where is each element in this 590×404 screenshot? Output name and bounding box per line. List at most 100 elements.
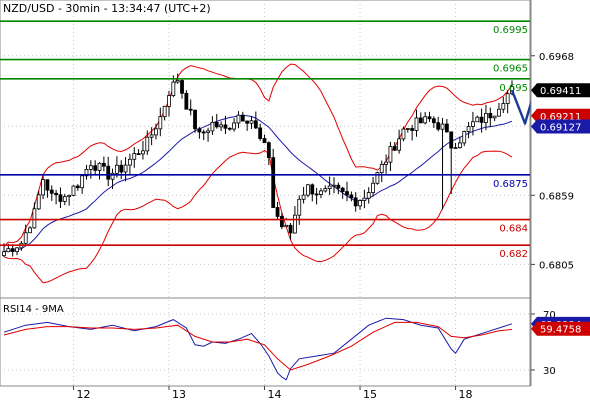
candle-body bbox=[397, 138, 402, 151]
candle-body bbox=[319, 190, 323, 195]
bollinger-lower bbox=[3, 149, 513, 284]
candle-body bbox=[145, 136, 150, 152]
candle-body bbox=[184, 92, 189, 110]
candle-body bbox=[440, 123, 445, 130]
bollinger-bands bbox=[3, 63, 513, 284]
time-tick-label: 13 bbox=[172, 388, 186, 400]
candle-body bbox=[206, 130, 210, 133]
candle-body bbox=[353, 197, 358, 207]
ma-line bbox=[3, 114, 513, 253]
candle-body bbox=[405, 128, 410, 130]
candle-body bbox=[15, 247, 19, 252]
price-levels: 0.6995 0.6965 0.695 0.6875 0.684 0.682 bbox=[0, 20, 530, 260]
candle-body bbox=[288, 224, 293, 234]
candle-body bbox=[101, 162, 106, 167]
price-tag-bollinger-label: 0.69211 bbox=[540, 112, 581, 123]
candle-body bbox=[449, 131, 454, 149]
rsi-tick-label: 30 bbox=[543, 366, 556, 377]
candle-body bbox=[93, 165, 98, 171]
candle-body bbox=[67, 194, 72, 197]
candle-body bbox=[171, 81, 176, 96]
candle-body bbox=[314, 193, 319, 196]
candle-body bbox=[10, 248, 15, 252]
candle-body bbox=[227, 127, 232, 130]
candle-body bbox=[106, 165, 111, 180]
candle-body bbox=[258, 127, 263, 139]
candle-body bbox=[462, 131, 467, 144]
candle-body bbox=[479, 116, 484, 123]
candle-body bbox=[323, 188, 328, 192]
candle-body bbox=[266, 142, 271, 159]
candle-body bbox=[110, 172, 115, 180]
candle-body bbox=[262, 138, 267, 144]
price-tag-last-box bbox=[531, 83, 590, 98]
candle-body bbox=[2, 251, 6, 256]
candle-body bbox=[188, 108, 193, 111]
candle-body bbox=[36, 194, 41, 210]
candle-body bbox=[349, 194, 354, 199]
candle-body bbox=[279, 216, 284, 228]
candle-body bbox=[475, 116, 480, 123]
candle-body bbox=[236, 114, 241, 124]
candle-body bbox=[414, 117, 419, 131]
candle-body bbox=[366, 192, 371, 199]
rsi-tag-ma-label: 59.4758 bbox=[540, 325, 581, 336]
candle-body bbox=[410, 128, 415, 131]
candle-body bbox=[28, 227, 32, 234]
price-tick-label: 0.6805 bbox=[539, 260, 574, 271]
candle-body bbox=[392, 146, 397, 151]
level-label-0.6875: 0.6875 bbox=[493, 179, 528, 190]
level-label-0.695: 0.695 bbox=[499, 83, 528, 94]
candle-body bbox=[332, 184, 336, 187]
candle-body bbox=[362, 197, 367, 201]
candle-body bbox=[275, 207, 280, 217]
candle-body bbox=[253, 120, 258, 129]
time-axis: 12 13 14 15 18 bbox=[0, 385, 530, 401]
candle-body bbox=[210, 122, 215, 132]
candle-body bbox=[41, 179, 45, 196]
price-tag-bollinger-box bbox=[531, 108, 590, 123]
candle-body bbox=[62, 196, 67, 202]
candle-body bbox=[301, 194, 306, 200]
candle-body bbox=[488, 112, 493, 119]
candle-body bbox=[158, 116, 163, 130]
candle-body bbox=[306, 184, 310, 196]
candle-body bbox=[384, 161, 388, 165]
candle-body bbox=[123, 164, 128, 173]
candle-body bbox=[149, 134, 154, 138]
candle-body bbox=[136, 153, 141, 156]
price-tick-label: 0.6968 bbox=[539, 52, 574, 63]
candle-body bbox=[114, 164, 119, 174]
candle-body bbox=[492, 115, 497, 119]
moving-average bbox=[3, 114, 513, 253]
level-label-0.684: 0.684 bbox=[499, 224, 528, 235]
level-label-0.682: 0.682 bbox=[499, 249, 528, 260]
candle-body bbox=[401, 128, 406, 140]
candle-body bbox=[297, 198, 302, 216]
bollinger-upper bbox=[3, 63, 513, 247]
candle-body bbox=[71, 185, 76, 196]
candle-body bbox=[340, 187, 345, 192]
candle-body bbox=[427, 116, 432, 120]
candle-body bbox=[375, 172, 380, 184]
candle-body bbox=[457, 142, 462, 149]
rsi-tag-ma-box bbox=[531, 321, 590, 336]
candle-body bbox=[423, 116, 428, 124]
candle-body bbox=[58, 194, 63, 202]
candle-body bbox=[132, 153, 137, 160]
candle-body bbox=[345, 191, 349, 196]
candle-body bbox=[310, 184, 315, 195]
price-tag-last-label: 0.69411 bbox=[540, 86, 581, 97]
price-axis: 0.69680.69130.68590.68050.694110.692110.… bbox=[530, 0, 590, 386]
time-tick-label: 14 bbox=[268, 388, 282, 400]
candle-body bbox=[505, 93, 510, 104]
candle-body bbox=[436, 122, 441, 130]
level-label-0.6995: 0.6995 bbox=[493, 25, 528, 36]
candle-body bbox=[88, 165, 93, 170]
candle-body bbox=[271, 157, 276, 208]
candle-body bbox=[371, 182, 375, 193]
candle-body bbox=[497, 108, 501, 117]
candle-body bbox=[418, 117, 423, 124]
candle-body bbox=[6, 248, 11, 253]
chart-title: NZD/USD - 30min - 13:34:47 (UTC+2) bbox=[3, 2, 211, 15]
